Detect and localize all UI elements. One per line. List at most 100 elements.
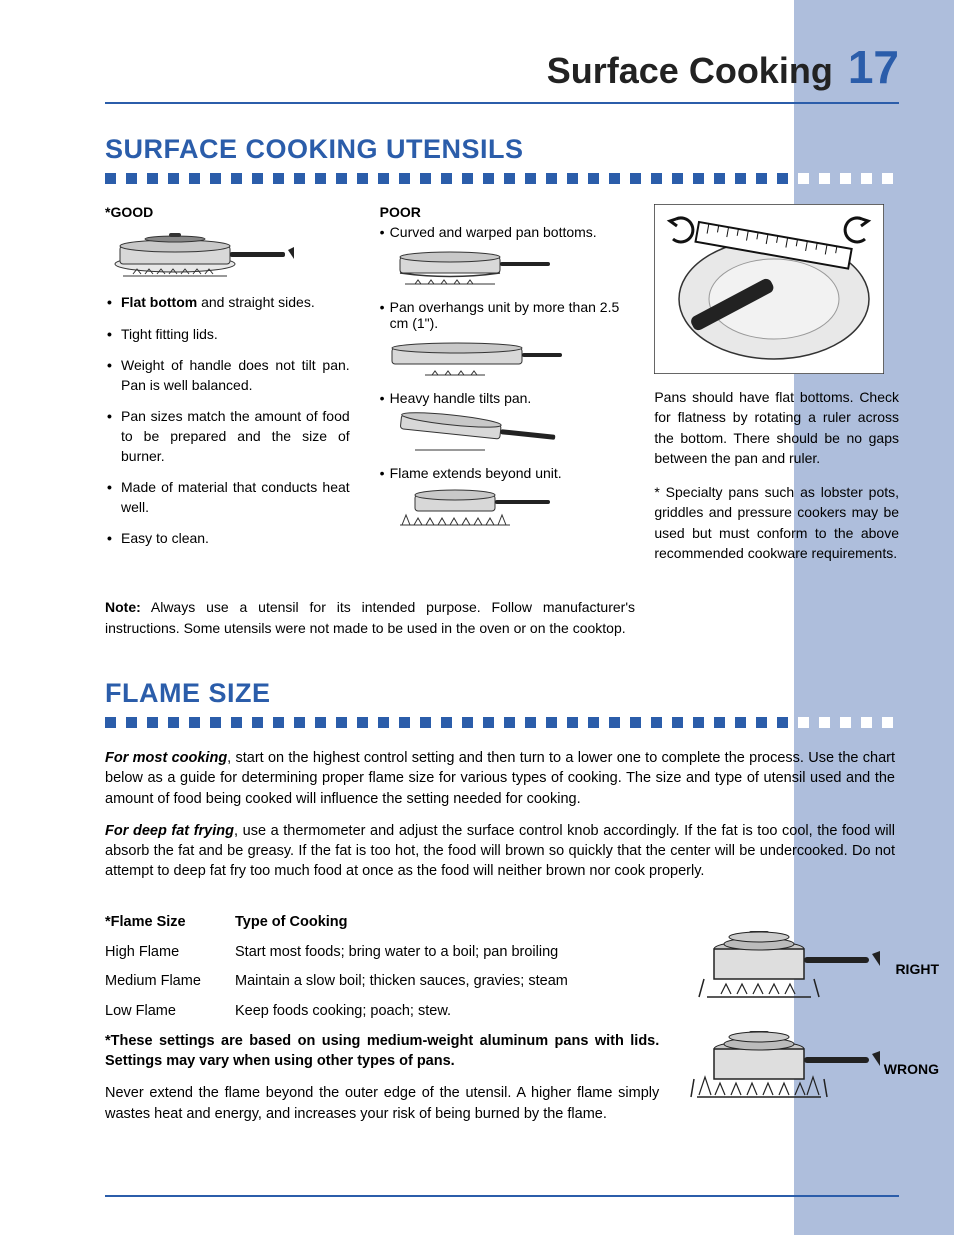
poor-item: Curved and warped pan bottoms. — [380, 224, 625, 240]
divider-square — [798, 717, 809, 728]
flame-illustrations: RIGHT — [689, 919, 899, 1136]
divider-square — [483, 173, 494, 184]
divider-square — [777, 717, 788, 728]
good-column: *GOOD Flat bottom and straight sides. Ti… — [105, 204, 350, 577]
utensils-columns: *GOOD Flat bottom and straight sides. Ti… — [105, 204, 899, 577]
never-text: Never extend the flame beyond the outer … — [105, 1083, 659, 1124]
divider-square — [525, 717, 536, 728]
poor-label: POOR — [380, 204, 625, 220]
para-lead: For deep fat frying — [105, 823, 234, 839]
divider-square — [630, 173, 641, 184]
divider-square — [861, 717, 872, 728]
good-item: Easy to clean. — [105, 529, 350, 549]
page-number: 17 — [848, 40, 899, 94]
tilted-pan-illustration — [390, 410, 570, 452]
divider-square — [105, 173, 116, 184]
good-item: Tight fitting lids. — [105, 325, 350, 345]
table-header: Type of Cooking — [235, 912, 659, 934]
divider-square — [315, 717, 326, 728]
divider-square — [651, 173, 662, 184]
table-cell: Low Flame — [105, 1001, 235, 1023]
wrong-pot-wrap: WRONG — [689, 1019, 899, 1109]
page-content: Surface Cooking 17 SURFACE COOKING UTENS… — [0, 0, 954, 1136]
table-cell: Start most foods; bring water to a boil;… — [235, 942, 659, 964]
para-lead: For most cooking — [105, 750, 227, 766]
good-list: Flat bottom and straight sides. Tight fi… — [105, 293, 350, 549]
good-item: Flat bottom and straight sides. — [105, 293, 350, 313]
good-item: Weight of handle does not tilt pan. Pan … — [105, 356, 350, 395]
divider-square — [210, 717, 221, 728]
divider-square — [294, 717, 305, 728]
divider-square — [210, 173, 221, 184]
divider-square — [735, 173, 746, 184]
divider-square — [273, 717, 284, 728]
divider-square — [882, 717, 893, 728]
chapter-title: Surface Cooking — [547, 50, 833, 92]
divider-square — [168, 717, 179, 728]
divider-square — [105, 717, 116, 728]
divider-square — [882, 173, 893, 184]
divider-square — [357, 717, 368, 728]
poor-item: Flame extends beyond unit. — [380, 465, 625, 481]
divider-square — [756, 717, 767, 728]
section-heading-flame: FLAME SIZE — [105, 678, 899, 709]
divider-square — [378, 173, 389, 184]
divider-square — [693, 717, 704, 728]
divider-square — [567, 717, 578, 728]
good-label: *GOOD — [105, 204, 350, 220]
divider-square — [126, 717, 137, 728]
divider-square — [441, 717, 452, 728]
list-text: and straight sides. — [197, 294, 315, 310]
divider-square — [462, 717, 473, 728]
flame-text-block: *Flame Size Type of Cooking High Flame S… — [105, 894, 659, 1136]
divider-square — [462, 173, 473, 184]
divider-square — [735, 717, 746, 728]
wrong-label: WRONG — [884, 1061, 939, 1077]
divider-square — [609, 173, 620, 184]
divider-square — [504, 173, 515, 184]
table-note: *These settings are based on using mediu… — [105, 1031, 659, 1072]
divider-square — [714, 173, 725, 184]
flame-body: *Flame Size Type of Cooking High Flame S… — [105, 894, 899, 1136]
divider-square — [189, 717, 200, 728]
flame-beyond-illustration — [390, 485, 570, 527]
divider-square — [819, 173, 830, 184]
divider-square — [588, 173, 599, 184]
table-cell: High Flame — [105, 942, 235, 964]
good-pan-illustration — [105, 228, 305, 278]
good-item: Pan sizes match the amount of food to be… — [105, 407, 350, 466]
right-flame-illustration — [689, 919, 889, 1004]
divider-square — [504, 717, 515, 728]
divider-square — [840, 717, 851, 728]
bold-text: Flat bottom — [121, 294, 197, 310]
divider-square — [420, 173, 431, 184]
divider-square — [861, 173, 872, 184]
divider-square — [378, 717, 389, 728]
divider-square — [294, 173, 305, 184]
divider-square — [336, 173, 347, 184]
good-item: Made of material that conducts heat well… — [105, 478, 350, 517]
dotted-divider — [105, 717, 899, 728]
divider-square — [231, 717, 242, 728]
divider-square — [714, 717, 725, 728]
divider-square — [756, 173, 767, 184]
table-cell: Keep foods cooking; poach; stew. — [235, 1001, 659, 1023]
divider-square — [588, 717, 599, 728]
divider-square — [819, 717, 830, 728]
footer-rule — [105, 1195, 899, 1197]
side-paragraph: Pans should have flat bottoms. Check for… — [654, 387, 899, 468]
side-paragraph: * Specialty pans such as lobster pots, g… — [654, 482, 899, 563]
divider-square — [693, 173, 704, 184]
divider-square — [567, 173, 578, 184]
table-cell: Maintain a slow boil; thicken sauces, gr… — [235, 971, 659, 993]
divider-square — [168, 173, 179, 184]
dotted-divider — [105, 173, 899, 184]
divider-square — [336, 717, 347, 728]
table-cell: Medium Flame — [105, 971, 235, 993]
page-header: Surface Cooking 17 — [105, 40, 899, 94]
divider-square — [609, 717, 620, 728]
table-row: Medium Flame Maintain a slow boil; thick… — [105, 971, 659, 993]
divider-square — [189, 173, 200, 184]
table-row: High Flame Start most foods; bring water… — [105, 942, 659, 964]
divider-square — [126, 173, 137, 184]
